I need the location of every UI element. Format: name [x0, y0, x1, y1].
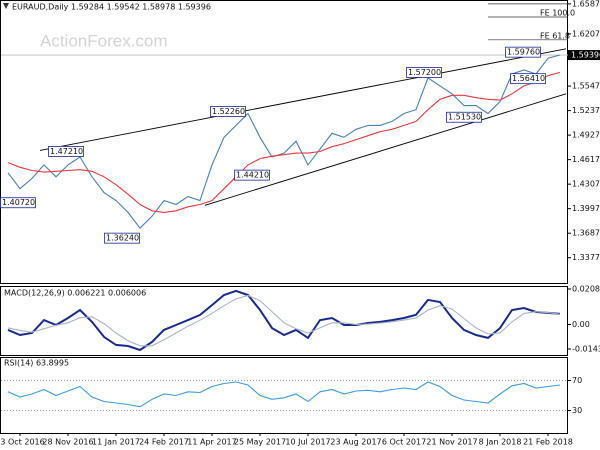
price-annotation-box	[505, 46, 541, 58]
y-tick-label: 1.33770	[572, 253, 600, 262]
price-annotation-box	[446, 111, 482, 123]
price-annotation-label: 1.52260	[212, 107, 245, 116]
series-line	[7, 381, 561, 408]
price-annotation-label: 1.56410	[512, 74, 545, 83]
trendline	[39, 48, 567, 151]
price-annotation-box	[510, 73, 546, 85]
y-tick-label: 0.020827	[572, 284, 600, 293]
x-tick-label: 21 Nov 2017	[426, 438, 477, 447]
x-tick-label: 11 Apr 2017	[187, 438, 236, 447]
price-annotation-box	[48, 146, 84, 157]
y-tick-label: 1.62070	[572, 29, 600, 38]
price-annotation-label: 1.59760	[507, 48, 540, 57]
x-tick-label: 10 Jul 2017	[285, 438, 330, 447]
x-tick-label: 6 Oct 2017	[382, 438, 426, 447]
trendline	[204, 93, 567, 206]
chart-title: EURAUD,Daily 1.59284 1.59542 1.58978 1.5…	[12, 3, 211, 12]
y-tick-label: -0.014386	[572, 344, 600, 353]
price-annotation-box	[406, 67, 442, 78]
price-annotation-box	[0, 197, 36, 209]
main-panel-frame	[0, 0, 568, 284]
price-annotation-label: 1.36240	[106, 234, 139, 243]
level-label: FE 61.8	[540, 31, 570, 40]
price-annotation-label: 1.57200	[408, 68, 441, 77]
y-tick-label: 1.46170	[572, 155, 600, 164]
rsi-panel-frame	[0, 357, 568, 434]
y-tick-label: 70	[572, 376, 582, 385]
x-tick-label: 25 May 2017	[234, 438, 286, 447]
rsi-title: RSI(14) 63.8995	[4, 359, 69, 368]
y-tick-label: 0.00	[572, 320, 590, 329]
y-tick-label: 30	[572, 406, 582, 415]
y-tick-label: 1.39970	[572, 204, 600, 213]
price-annotation-box	[210, 106, 246, 117]
header-icon	[3, 3, 9, 9]
watermark: ActionForex.com	[40, 31, 168, 50]
x-tick-label: 28 Nov 2016	[42, 438, 93, 447]
series-line	[7, 289, 561, 352]
price-annotation-label: 1.44210	[236, 171, 269, 180]
price-annotation-box	[234, 169, 270, 181]
x-tick-label: 23 Aug 2017	[330, 438, 381, 447]
price-annotation-box	[104, 232, 140, 244]
series-line	[7, 71, 561, 213]
x-tick-label: 24 Feb 2017	[139, 438, 189, 447]
y-tick-label: 1.43070	[572, 180, 600, 189]
x-tick-label: 8 Jan 2018	[479, 438, 522, 447]
macd-title: MACD(12,26,9) 0.006221 0.006006	[4, 289, 146, 298]
x-tick-label: 21 Feb 2018	[523, 438, 573, 447]
y-tick-label: 1.36870	[572, 229, 600, 238]
x-tick-label: 13 Oct 2016	[0, 438, 45, 447]
series-line	[7, 294, 561, 347]
y-tick-label: 1.49270	[572, 131, 600, 140]
y-tick-label: 1.65870	[572, 0, 600, 8]
y-tick-label: 1.52370	[572, 106, 600, 115]
y-tick-label: 1.55470	[572, 82, 600, 91]
current-price-label: 1.59396	[571, 51, 600, 60]
price-annotation-label: 1.40720	[2, 198, 35, 207]
x-tick-label: 11 Jan 2017	[92, 438, 140, 447]
level-label: FE 100.0	[540, 8, 575, 17]
macd-panel-frame	[0, 286, 568, 356]
price-annotation-label: 1.47210	[50, 147, 83, 156]
price-annotation-label: 1.51530	[448, 113, 481, 122]
series-line	[7, 54, 561, 230]
current-price-box	[568, 50, 600, 61]
